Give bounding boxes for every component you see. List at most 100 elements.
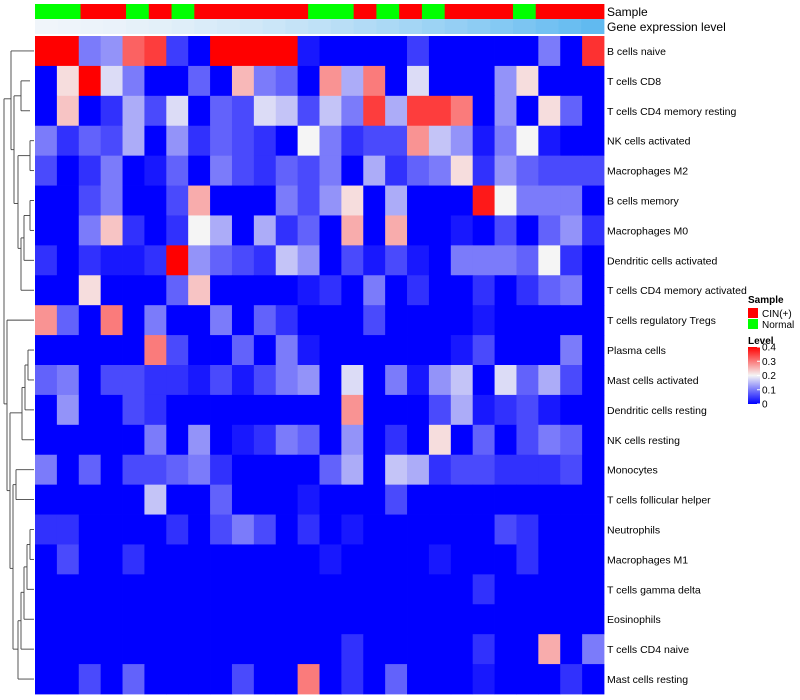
heatmap-cell — [428, 215, 452, 246]
heatmap-cell — [210, 95, 233, 127]
heatmap-cell — [166, 604, 189, 635]
heatmap-cell — [582, 634, 605, 665]
row-label: Dendritic cells activated — [607, 255, 717, 267]
row-label: Eosinophils — [607, 614, 661, 626]
heatmap-cell — [516, 155, 539, 186]
heatmap-cell — [297, 245, 320, 276]
heatmap-cell — [363, 95, 386, 127]
heatmap-cell — [407, 215, 430, 246]
heatmap-cell — [297, 424, 320, 456]
heatmap-cell — [188, 454, 211, 486]
heatmap-cell — [582, 574, 605, 605]
heatmap-cell — [494, 484, 517, 515]
heatmap-cell — [319, 664, 342, 695]
heatmap-cell — [428, 454, 452, 486]
heatmap-cell — [450, 275, 474, 306]
heatmap-cell — [297, 36, 320, 67]
heatmap-cell — [297, 365, 320, 396]
heatmap-cell — [188, 574, 211, 605]
heatmap-cell — [122, 95, 145, 127]
heatmap-cell — [428, 185, 452, 216]
heatmap-cell — [166, 245, 189, 276]
annotation-track-label: Gene expression level — [607, 20, 726, 34]
heatmap-cell — [472, 604, 495, 635]
heatmap-cell — [494, 335, 517, 366]
heatmap-cell — [275, 424, 299, 456]
heatmap-cell — [253, 125, 277, 157]
sample-annotation-cell — [444, 4, 468, 19]
heatmap-cell — [560, 514, 583, 545]
sample-annotation-cell — [194, 4, 218, 19]
heatmap-cell — [341, 95, 364, 127]
heatmap-cell — [560, 394, 583, 426]
heatmap-cell — [166, 36, 189, 67]
heatmap-cell — [78, 544, 102, 575]
heatmap-cell — [144, 574, 167, 605]
heatmap-cell — [275, 634, 299, 665]
heatmap-cell — [100, 365, 123, 396]
heatmap-cell — [319, 574, 342, 605]
sample-annotation-cell — [490, 4, 514, 19]
heatmap-cell — [494, 514, 517, 545]
heatmap-cell — [297, 634, 320, 665]
heatmap-cell — [100, 95, 123, 127]
heatmap-cell — [166, 95, 189, 127]
sample-annotation-cell — [217, 4, 241, 19]
heatmap-cell — [319, 634, 342, 665]
heatmap-cell — [35, 95, 58, 127]
sample-annotation-cell — [512, 4, 537, 19]
heatmap-cell — [253, 95, 277, 127]
heatmap-cell — [341, 245, 364, 276]
heatmap-cell — [407, 275, 430, 306]
heatmap-cell — [407, 574, 430, 605]
heatmap-cell — [210, 514, 233, 545]
heatmap-cell — [516, 394, 539, 426]
heatmap-cell — [100, 514, 123, 545]
heatmap-cell — [56, 634, 80, 665]
heatmap-cell — [188, 544, 211, 575]
heatmap-cell — [210, 215, 233, 246]
heatmap-cell — [56, 245, 80, 276]
heatmap-cell — [560, 125, 583, 157]
heatmap-cell — [538, 36, 561, 67]
sample-annotation-cell — [399, 4, 423, 19]
heatmap-cell — [188, 514, 211, 545]
heatmap-cell — [144, 394, 167, 426]
heatmap-cell — [275, 65, 299, 97]
heatmap-cell — [144, 215, 167, 246]
heatmap-cell — [100, 125, 123, 157]
heatmap-cell — [428, 424, 452, 456]
heatmap-cell — [582, 424, 605, 456]
heatmap-cell — [319, 544, 342, 575]
heatmap-cell — [494, 245, 517, 276]
heatmap-cell — [166, 275, 189, 306]
heatmap-cell — [231, 65, 255, 97]
heatmap-cell — [494, 664, 517, 695]
heatmap-cell — [231, 604, 255, 635]
heatmap-cell — [144, 604, 167, 635]
heatmap-cell — [407, 634, 430, 665]
heatmap-cell — [56, 664, 80, 695]
heatmap-cell — [582, 95, 605, 127]
heatmap-cell — [407, 245, 430, 276]
heatmap-cell — [582, 365, 605, 396]
heatmap-cell — [428, 394, 452, 426]
heatmap-cell — [450, 514, 474, 545]
expression-annotation-cell — [558, 19, 582, 34]
heatmap-cell — [275, 245, 299, 276]
heatmap-cell — [341, 544, 364, 575]
heatmap-cell — [538, 125, 561, 157]
heatmap-cell — [319, 36, 342, 67]
heatmap-cell — [319, 245, 342, 276]
row-label: Macrophages M0 — [607, 225, 688, 237]
heatmap-cell — [450, 544, 474, 575]
heatmap-cell — [78, 574, 102, 605]
heatmap-cell — [363, 394, 386, 426]
heatmap-cell — [385, 484, 408, 515]
heatmap-cell — [560, 245, 583, 276]
heatmap-cell — [166, 484, 189, 515]
heatmap-cell — [210, 305, 233, 336]
heatmap-cell — [188, 125, 211, 157]
heatmap-cell — [35, 245, 58, 276]
heatmap-cell — [341, 604, 364, 635]
